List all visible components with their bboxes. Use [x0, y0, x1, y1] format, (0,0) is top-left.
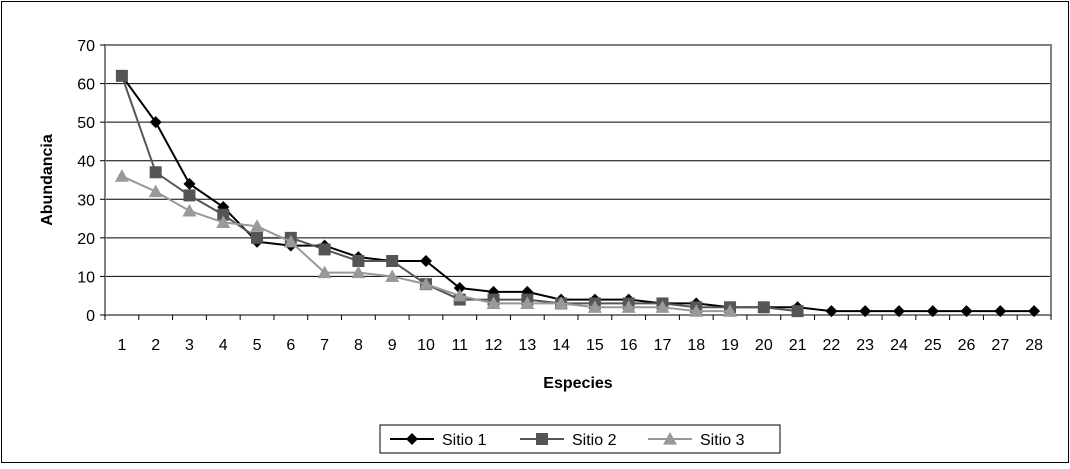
data-point [217, 208, 230, 221]
x-tick-label: 13 [518, 337, 536, 354]
data-point [115, 69, 128, 82]
y-tick-label: 50 [77, 115, 95, 132]
data-point [418, 277, 433, 290]
legend-item: Sitio 1 [390, 432, 487, 449]
data-point [386, 255, 399, 267]
data-point [216, 215, 231, 229]
data-point [183, 177, 196, 190]
y-tick-label: 70 [77, 38, 95, 55]
x-tick-label: 20 [755, 337, 773, 354]
data-point [114, 169, 129, 182]
data-point [554, 296, 569, 310]
data-point [587, 300, 602, 313]
x-tick-label: 6 [286, 337, 295, 354]
x-tick-label: 24 [890, 337, 908, 354]
x-tick-label: 17 [654, 337, 672, 354]
y-tick-label: 0 [86, 308, 95, 325]
data-point [351, 265, 366, 279]
series-lines [114, 69, 1041, 318]
data-point [283, 234, 298, 248]
data-point [453, 282, 466, 294]
legend-marker [406, 433, 418, 445]
x-axis-title: Especies [543, 375, 612, 392]
data-point [452, 288, 467, 302]
legend: Sitio 1 Sitio 2 Sitio 3 [379, 424, 781, 454]
data-point [183, 189, 196, 202]
data-point [520, 296, 535, 310]
data-point [317, 265, 332, 279]
y-tick-label: 40 [77, 154, 95, 171]
data-point [419, 255, 432, 267]
x-tick-label: 3 [185, 337, 194, 354]
x-tick-label: 5 [253, 337, 262, 354]
legend-marker [536, 433, 548, 445]
data-point [149, 166, 162, 179]
x-tick-label: 10 [417, 337, 435, 354]
data-point [655, 300, 670, 313]
data-point [352, 255, 365, 267]
data-point [486, 296, 501, 310]
x-tick-label: 21 [789, 337, 807, 354]
data-point [250, 219, 265, 232]
data-point [892, 305, 905, 318]
legend-item: Sitio 3 [648, 432, 745, 449]
x-tick-label: 22 [822, 337, 840, 354]
x-tick-label: 16 [620, 337, 638, 354]
y-tick-label: 30 [77, 192, 95, 209]
series-3 [114, 169, 738, 317]
data-point [621, 300, 636, 313]
data-point [926, 305, 939, 318]
data-point [251, 231, 264, 244]
data-point [318, 243, 331, 256]
y-tick-label: 10 [77, 269, 95, 286]
x-tick-label: 7 [320, 337, 329, 354]
legend-item: Sitio 2 [520, 432, 617, 449]
x-tick-label: 25 [924, 337, 942, 354]
x-tick-label: 4 [219, 337, 228, 354]
y-axis-ticks: 0 10 20 30 40 50 60 70 [77, 38, 105, 325]
y-axis-title: Abundancia [39, 134, 56, 226]
legend-label: Sitio 3 [700, 432, 745, 449]
data-point [723, 304, 738, 317]
x-tick-label: 18 [687, 337, 705, 354]
x-tick-label: 27 [991, 337, 1009, 354]
data-point [960, 305, 973, 318]
series-line [121, 75, 1035, 313]
data-point [148, 184, 163, 198]
x-tick-label: 1 [117, 337, 126, 354]
x-tick-label: 12 [485, 337, 503, 354]
x-tick-label: 19 [721, 337, 739, 354]
x-tick-label: 15 [586, 337, 604, 354]
y-tick-label: 20 [77, 231, 95, 248]
x-tick-label: 2 [151, 337, 160, 354]
legend-box [379, 424, 781, 454]
data-point [825, 305, 838, 318]
data-point [1028, 305, 1041, 318]
legend-marker [663, 432, 677, 445]
data-point [994, 305, 1007, 318]
x-tick-label: 8 [354, 337, 363, 354]
x-tick-label: 11 [451, 337, 468, 354]
y-tick-label: 60 [77, 77, 95, 94]
data-point [385, 269, 400, 283]
x-tick-label: 23 [856, 337, 874, 354]
data-point [149, 116, 162, 129]
data-point [791, 305, 804, 318]
data-point [182, 203, 197, 217]
x-tick-label: 28 [1025, 337, 1043, 354]
data-point [859, 305, 872, 318]
data-point [689, 304, 704, 317]
legend-label: Sitio 1 [442, 432, 487, 449]
x-axis-ticks: 1 2 3 4 5 6 7 8 9 10 11 12 13 14 15 16 17 18 19 20 21 22 23 24 2… [104, 315, 1052, 354]
x-tick-label: 14 [552, 337, 570, 354]
x-tick-label: 9 [388, 337, 397, 354]
x-tick-label: 26 [958, 337, 976, 354]
legend-label: Sitio 2 [572, 432, 617, 449]
data-point [757, 301, 770, 314]
